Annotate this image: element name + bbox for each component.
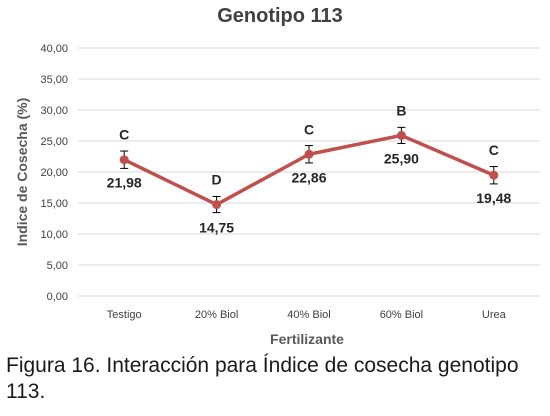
data-label: 14,75: [199, 220, 234, 236]
y-tick-label: 40,00: [40, 43, 68, 55]
data-point: [119, 155, 129, 165]
y-tick-label: 15,00: [40, 198, 68, 210]
group-letter: C: [489, 142, 499, 158]
y-tick-label: 30,00: [40, 105, 68, 117]
y-axis-title: Indice de Cosecha (%): [14, 98, 30, 247]
group-letter: C: [304, 121, 314, 137]
x-tick-label: 40% Biol: [287, 309, 330, 321]
figure-caption: Figura 16. Interacción para Índice de co…: [6, 354, 519, 403]
group-letter: B: [396, 102, 406, 118]
x-tick-label: Testigo: [107, 309, 142, 321]
x-tick-label: 60% Biol: [380, 309, 423, 321]
x-tick-label: Urea: [482, 309, 507, 321]
chart-title: Genotipo 113: [217, 5, 343, 27]
data-label: 25,90: [384, 150, 419, 166]
x-axis-title: Fertilizante: [270, 331, 344, 347]
x-tick-label: 20% Biol: [195, 309, 238, 321]
y-tick-label: 5,00: [47, 260, 68, 272]
y-tick-label: 0,00: [47, 291, 68, 303]
chart: Genotipo 113 0,00 5,00 10,00 15,00 20,00 25,00…: [14, 5, 540, 347]
data-label: 22,86: [291, 169, 326, 185]
data-point: [489, 170, 499, 180]
data-point: [396, 130, 406, 140]
data-label: 21,98: [107, 175, 142, 191]
y-tick-label: 35,00: [40, 74, 68, 86]
y-tick-label: 20,00: [40, 167, 68, 179]
data-point: [304, 149, 314, 159]
group-letter: C: [119, 127, 129, 143]
data-point: [212, 200, 222, 210]
y-tick-label: 25,00: [40, 136, 68, 148]
y-tick-label: 10,00: [40, 229, 68, 241]
group-letter: D: [212, 172, 222, 188]
data-label: 19,48: [476, 190, 511, 206]
